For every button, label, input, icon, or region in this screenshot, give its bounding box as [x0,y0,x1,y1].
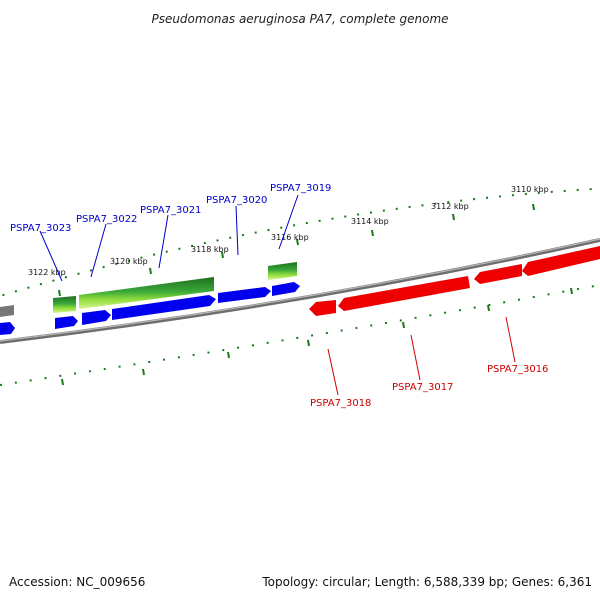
map-title: Pseudomonas aeruginosa PA7, complete gen… [151,12,448,26]
gene-arrow [55,316,78,329]
gene-arrow [522,246,600,276]
gene-label[interactable]: PSPA7_3017 [392,382,453,393]
gene-arrow [112,295,216,320]
gene-arrow [218,287,271,303]
genome-backbone [0,238,600,344]
scale-label: 3116 kbp [271,233,309,242]
gene-arrow [272,282,300,296]
gene-label[interactable]: PSPA7_3023 [10,223,71,234]
gene-arrow [82,310,111,325]
scale-label: 3110 kbp [511,185,549,194]
gene-label[interactable]: PSPA7_3019 [270,183,331,194]
outer-scale-track [0,187,600,298]
reverse-strand-genes [309,246,600,316]
feature-bars [53,262,297,313]
inner-major-ticks [61,287,573,386]
scale-label: 3120 kbp [110,257,148,266]
reverse-gene-labels [327,316,516,396]
accession-text: Accession: NC_009656 [9,575,145,589]
scale-label: 3122 kbp [28,268,66,277]
gene-label[interactable]: PSPA7_3018 [310,398,371,409]
scale-labels: 3122 kbp 3120 kbp 3118 kbp 3116 kbp 3114… [28,185,549,277]
scale-label: 3112 kbp [431,202,469,211]
gene-arrow [338,276,470,311]
genome-summary-text: Topology: circular; Length: 6,588,339 bp… [261,575,592,589]
gene-label[interactable]: PSPA7_3021 [140,205,201,216]
scale-label: 3118 kbp [191,245,229,254]
gene-label[interactable]: PSPA7_3022 [76,214,137,225]
gray-feature [0,305,14,317]
scale-label: 3114 kbp [351,217,389,226]
gene-arrow [0,322,15,335]
outer-major-ticks [58,203,535,297]
gene-arrow [474,264,522,284]
forward-strand-genes [0,282,300,335]
gene-label[interactable]: PSPA7_3016 [487,364,548,375]
forward-gene-labels [39,194,299,282]
gene-arrow [309,300,336,316]
gene-label[interactable]: PSPA7_3020 [206,195,267,206]
